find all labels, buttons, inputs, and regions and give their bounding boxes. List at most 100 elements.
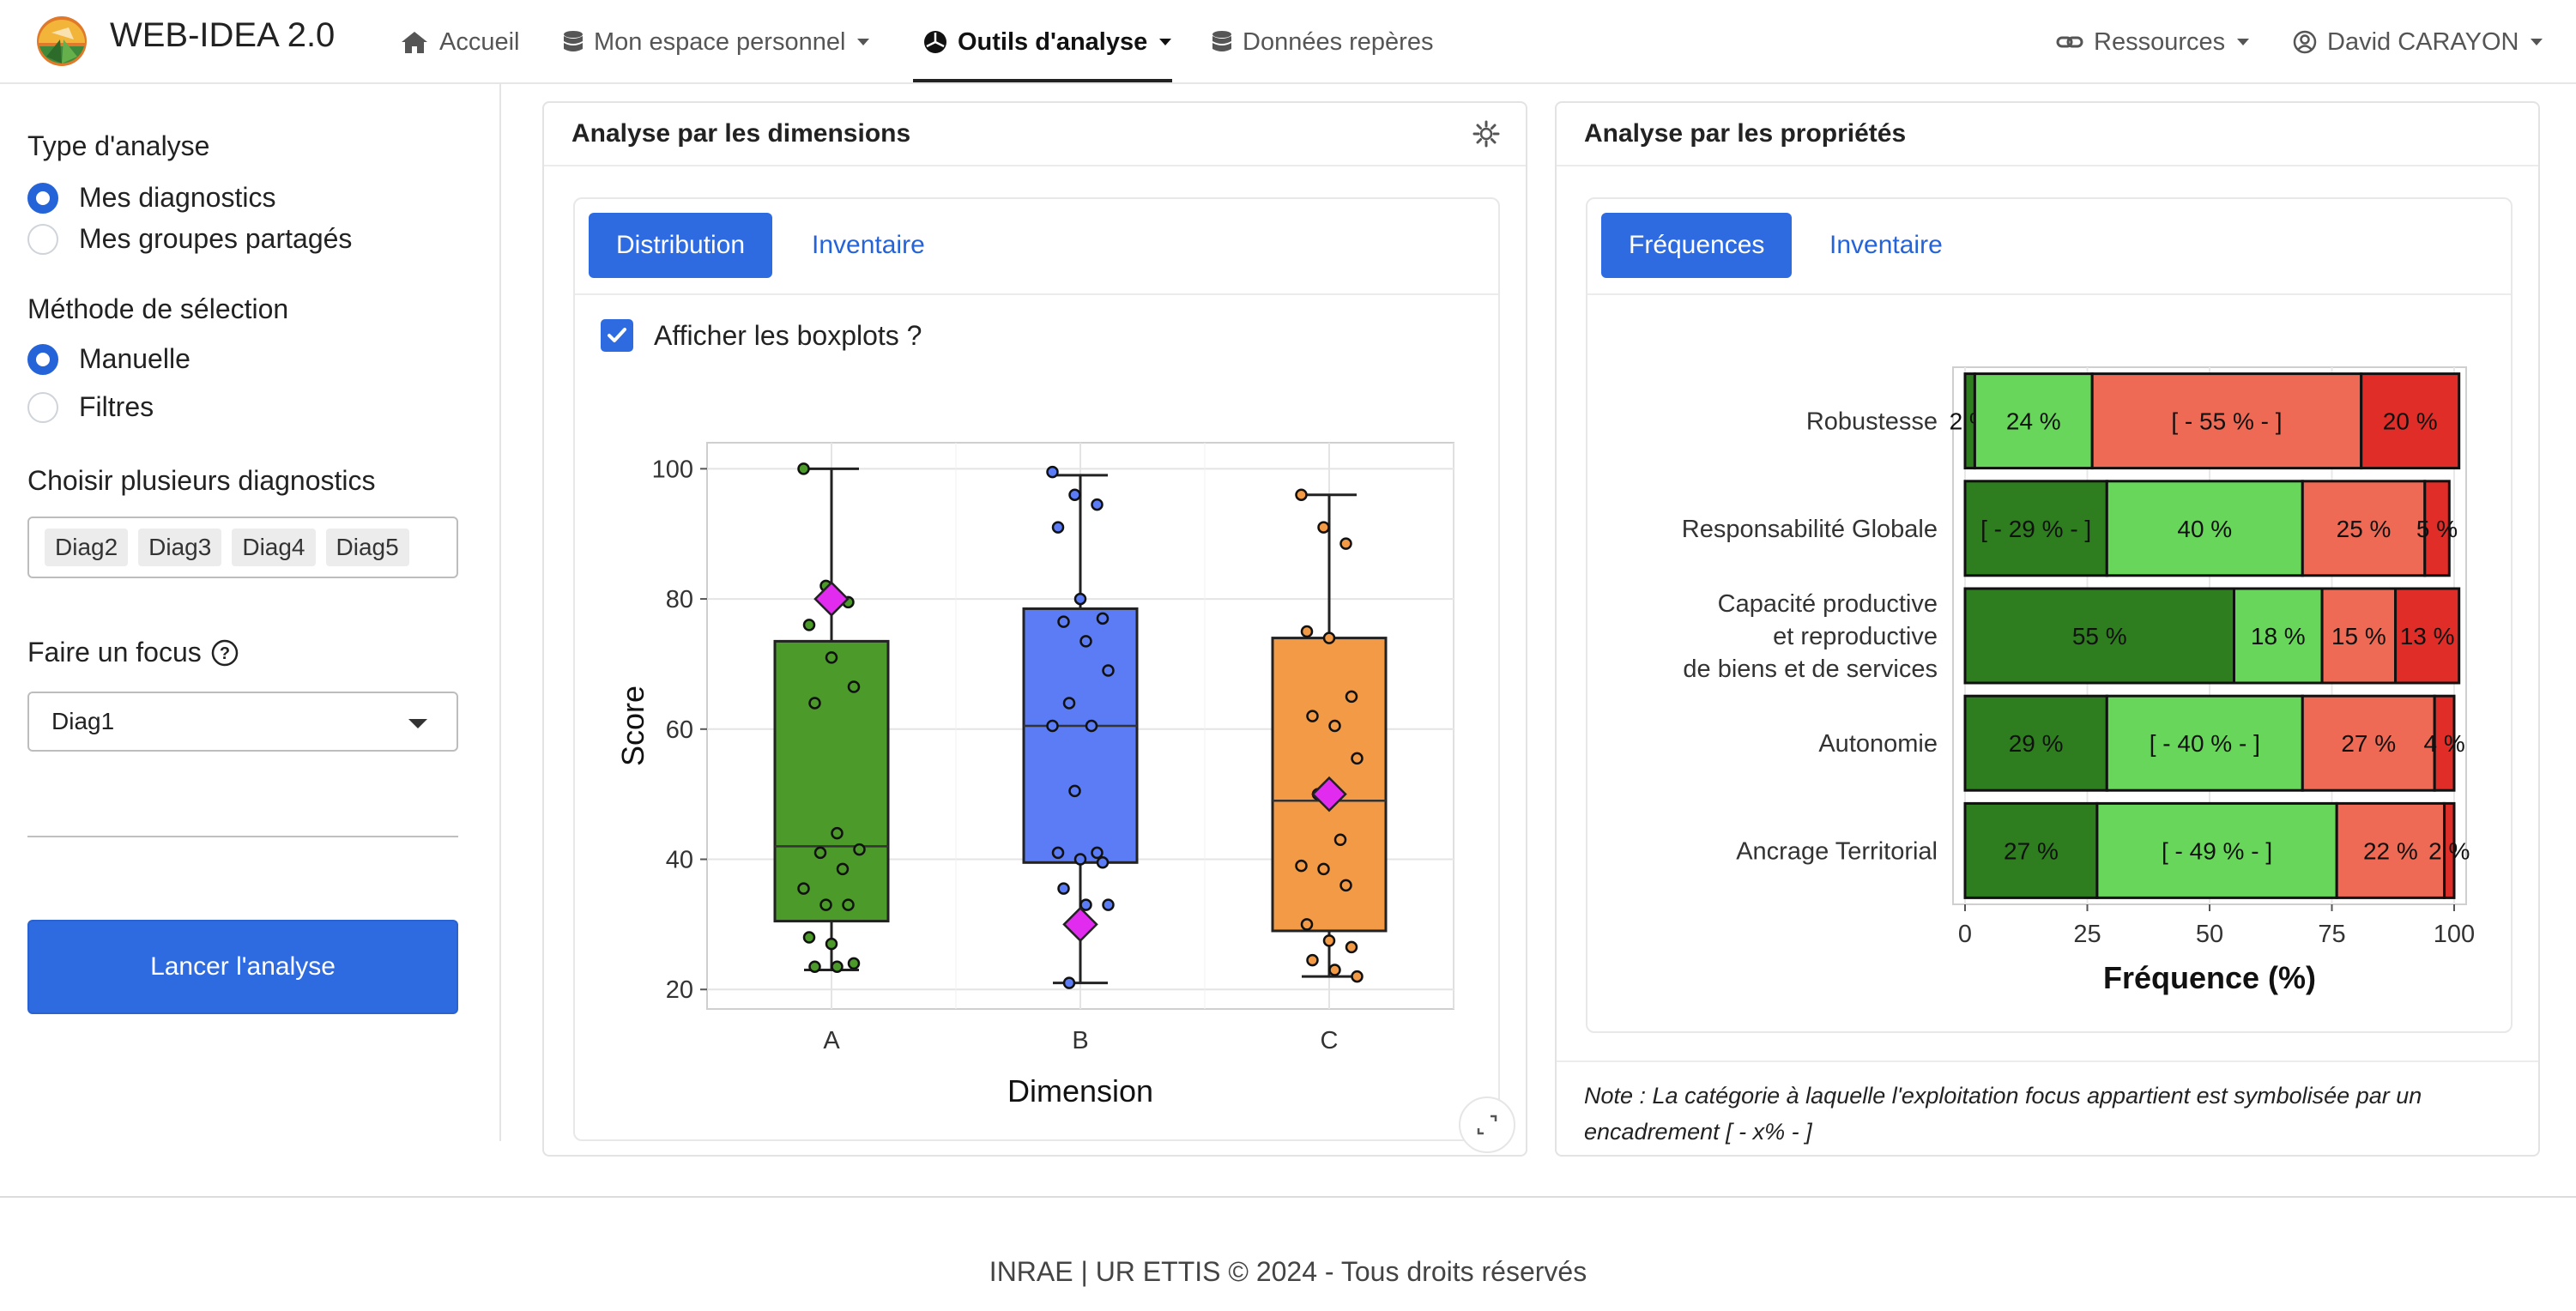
data-point (1300, 625, 1314, 638)
data-point (1096, 856, 1110, 869)
gear-icon[interactable] (1472, 120, 1500, 148)
logo[interactable] (34, 14, 89, 69)
x-tick-label: 75 (2318, 921, 2345, 948)
radio-mes-diagnostics[interactable]: Mes diagnostics (27, 182, 275, 214)
data-point (1046, 719, 1059, 733)
expand-icon[interactable] (1459, 1097, 1515, 1153)
data-label: 4 % (2423, 730, 2464, 757)
data-point (1300, 918, 1314, 931)
nav-user-menu[interactable]: David CARAYON (2293, 0, 2543, 84)
tab-inventaire[interactable]: Inventaire (812, 231, 925, 259)
radio-unchecked-icon[interactable] (27, 223, 58, 255)
nav-outils-analyse[interactable]: Outils d'analyse (923, 0, 1172, 84)
y-tick-label: Robustesse (1806, 408, 1938, 436)
footer-text: INRAE | UR ETTIS © 2024 - Tous droits ré… (989, 1256, 1587, 1287)
bar-segment (2443, 801, 2456, 899)
chip-diag4[interactable]: Diag4 (232, 529, 316, 566)
data-point (825, 651, 838, 664)
chip-diag2[interactable]: Diag2 (45, 529, 129, 566)
x-tick-label: 0 (1958, 921, 1972, 948)
checkbox-checked-icon[interactable] (601, 319, 633, 352)
help-icon[interactable]: ? (210, 638, 239, 668)
data-point (1339, 537, 1352, 550)
bar-segment (2090, 372, 2363, 470)
radio-manuelle[interactable]: Manuelle (27, 343, 190, 375)
choisir-diagnostics-label: Choisir plusieurs diagnostics (27, 465, 376, 496)
bar-segment (2360, 372, 2461, 470)
data-point (1306, 710, 1319, 722)
chevron-down-icon (857, 39, 870, 45)
y-tick-label: Responsabilité Globale (1682, 516, 1938, 543)
checkbox-label: Afficher les boxplots ? (654, 319, 922, 351)
radio-mes-groupes[interactable]: Mes groupes partagés (27, 223, 352, 255)
sidebar: Type d'analyse Mes diagnostics Mes group… (0, 84, 501, 1141)
nav-mon-espace[interactable]: Mon espace personnel (563, 0, 870, 84)
x-tick-label: B (1072, 1027, 1088, 1054)
faire-focus-label: Faire un focus ? (27, 637, 239, 668)
nav-donnees-reperes[interactable]: Données repères (1212, 0, 1433, 84)
focus-marker (1062, 906, 1098, 943)
data-point (813, 846, 827, 860)
focus-select[interactable]: Diag1 (27, 692, 458, 752)
bar-segment (1963, 587, 2235, 685)
data-point (1345, 940, 1358, 954)
data-point (1057, 882, 1070, 895)
radio-label: Filtres (79, 391, 154, 422)
tab-distribution[interactable]: Distribution (589, 213, 773, 278)
y-tick-label: de biens et de services (1683, 656, 1938, 683)
data-point (1351, 970, 1364, 983)
nav-ressources[interactable]: Ressources (2056, 0, 2250, 84)
x-tick-label: C (1321, 1027, 1339, 1054)
frequency-bar-chart: 0 25 50 75 100 2 % 24 % [ - 55 % - ] 20 % Robuste… (1682, 366, 2475, 995)
data-point (1091, 846, 1104, 860)
tab-inventaire[interactable]: Inventaire (1829, 231, 1943, 259)
chevron-down-icon (408, 719, 427, 728)
tab-frequences[interactable]: Fréquences (1601, 213, 1793, 278)
data-point (825, 937, 838, 951)
data-point (1102, 664, 1115, 677)
radio-unchecked-icon[interactable] (27, 391, 58, 423)
x-tick-label: A (823, 1027, 840, 1054)
data-label: 20 % (2383, 408, 2438, 435)
bar-segment (2233, 587, 2324, 685)
divider (27, 836, 458, 837)
lancer-analyse-button[interactable]: Lancer l'analyse (27, 920, 458, 1014)
brand-name[interactable]: WEB-IDEA 2.0 (110, 16, 336, 54)
nav-ressources-label: Ressources (2094, 27, 2226, 56)
data-point (831, 960, 844, 973)
bar-segment (1963, 480, 2108, 577)
radio-checked-icon[interactable] (27, 343, 58, 375)
data-label: 27 % (2004, 837, 2059, 864)
bar-segment (2433, 694, 2456, 792)
data-point (847, 957, 861, 970)
data-point (1333, 833, 1347, 847)
chip-diag5[interactable]: Diag5 (325, 529, 409, 566)
radio-checked-icon[interactable] (27, 182, 58, 214)
data-point (797, 882, 810, 895)
data-label: 15 % (2331, 623, 2386, 649)
chevron-down-icon (1159, 39, 1172, 45)
data-label: 24 % (2006, 408, 2061, 435)
data-point (1079, 635, 1092, 648)
bar-segment (2423, 480, 2451, 577)
data-point (1295, 488, 1308, 501)
radio-filtres[interactable]: Filtres (27, 391, 154, 423)
boxplot-checkbox-row[interactable]: Afficher les boxplots ? (601, 319, 922, 352)
diagnostics-multiselect[interactable]: Diag2 Diag3 Diag4 Diag5 (27, 517, 458, 578)
active-tab-indicator (913, 79, 1172, 82)
nav-accueil[interactable]: Accueil (400, 0, 520, 84)
data-point (1096, 612, 1110, 625)
nav-donnees-reperes-label: Données repères (1243, 27, 1434, 56)
data-point (808, 960, 821, 973)
chip-diag3[interactable]: Diag3 (138, 529, 222, 566)
data-label: 25 % (2337, 516, 2392, 542)
data-point (1046, 465, 1059, 479)
y-tick-label: 100 (652, 456, 693, 483)
data-label: 27 % (2341, 730, 2396, 757)
data-point (819, 898, 832, 911)
y-tick-label: 20 (666, 976, 693, 1004)
data-point (1073, 592, 1087, 606)
database-icon (564, 31, 583, 51)
data-point (1062, 697, 1076, 710)
y-tick-label: 80 (666, 586, 693, 613)
